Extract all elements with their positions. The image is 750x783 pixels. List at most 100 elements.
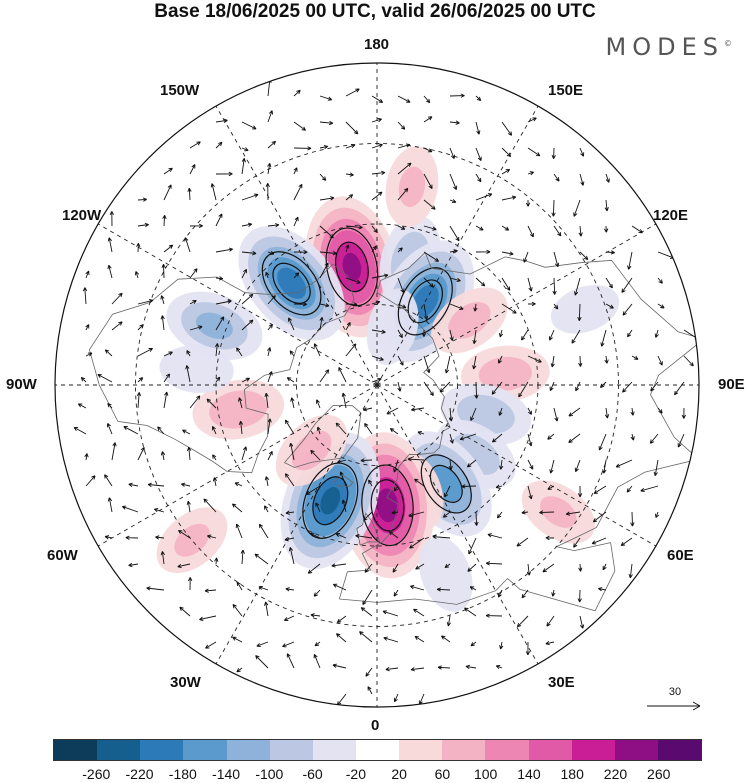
wind-arrow	[341, 392, 347, 409]
wind-arrow	[255, 655, 269, 669]
wind-arrow	[335, 533, 347, 539]
wind-arrow	[389, 428, 399, 435]
anomaly-contour	[370, 479, 405, 532]
anomaly-contour	[420, 454, 472, 514]
wind-arrow	[207, 534, 217, 539]
wind-arrow	[236, 667, 243, 673]
wind-arrow	[549, 381, 555, 392]
wind-arrow	[449, 147, 455, 160]
wind-arrow	[85, 352, 93, 357]
wind-arrow	[527, 433, 533, 447]
anomaly-contour	[429, 464, 463, 503]
wind-arrow	[654, 329, 659, 338]
wind-arrow	[591, 537, 607, 545]
wind-arrow	[267, 295, 276, 305]
wind-arrow	[553, 225, 562, 237]
wind-arrow	[85, 270, 90, 279]
wind-arrow	[501, 121, 513, 136]
wind-arrow	[362, 407, 373, 412]
wind-arrow	[335, 422, 347, 435]
anomaly-blob	[385, 146, 439, 228]
wind-vectors	[73, 78, 699, 706]
anomaly-level	[419, 536, 473, 612]
wind-arrow	[470, 641, 477, 647]
wind-arrow	[409, 585, 425, 591]
wind-arrow	[604, 407, 610, 419]
wind-arrow	[551, 589, 556, 597]
wind-arrow	[177, 563, 191, 569]
wind-arrow	[199, 615, 217, 621]
colorbar-tick-labels: -260 -220 -180 -140 -100 -60 -20 20 60 100 140 180 2…	[53, 766, 702, 782]
wind-arrow	[264, 601, 269, 617]
wind-arrow	[475, 249, 491, 255]
wind-arrow	[423, 225, 437, 231]
label-lon-120w: 120W	[62, 207, 102, 224]
wind-arrow	[573, 537, 581, 548]
wind-arrow	[137, 446, 145, 461]
wind-arrow	[444, 485, 451, 498]
wind-arrow	[241, 446, 248, 461]
wind-arrow	[345, 225, 363, 230]
wind-arrow	[628, 563, 633, 579]
wind-arrow	[265, 271, 270, 279]
wind-arrow	[163, 184, 172, 201]
wind-arrow	[258, 585, 269, 591]
wind-arrow	[371, 300, 381, 305]
wind-arrow	[362, 589, 373, 605]
wind-arrow	[336, 615, 347, 623]
wind-arrow	[289, 350, 295, 357]
wind-arrow	[470, 407, 477, 421]
wind-arrow	[267, 223, 280, 228]
wind-arrow	[285, 587, 295, 592]
wind-arrow	[212, 477, 218, 487]
wind-arrow	[153, 508, 165, 513]
wind-arrow	[397, 187, 409, 201]
wind-arrow	[364, 563, 373, 573]
wind-arrow	[409, 537, 425, 549]
wind-arrow	[475, 193, 493, 201]
anomaly-blob	[238, 226, 345, 341]
wind-arrow	[189, 141, 201, 149]
wind-arrow	[414, 635, 425, 643]
wind-arrow	[104, 535, 113, 540]
wind-arrow	[475, 147, 482, 162]
wind-arrow	[371, 273, 389, 279]
wind-arrow	[605, 303, 614, 309]
colorbar-tick-label: 180	[560, 766, 584, 782]
colorbar	[53, 739, 702, 761]
wind-arrow	[568, 407, 581, 417]
wind-arrow	[306, 485, 321, 495]
wind-arrow	[423, 355, 431, 374]
wind-arrow	[345, 172, 354, 177]
wind-arrow	[359, 631, 373, 643]
colorbar-swatch	[485, 740, 529, 760]
wind-arrow	[397, 277, 405, 293]
wind-arrow	[189, 223, 203, 229]
wind-arrow	[238, 397, 243, 409]
wind-arrow	[319, 173, 327, 181]
wind-arrow	[319, 144, 329, 150]
wind-arrow	[186, 350, 191, 357]
wind-arrow	[236, 347, 243, 357]
wind-arrow	[146, 586, 165, 591]
coastline	[356, 512, 381, 546]
wind-arrow	[289, 442, 295, 461]
colorbar-tick-label: -20	[345, 766, 366, 782]
colorbar-tick-label: -220	[125, 766, 154, 782]
wind-arrow	[397, 121, 406, 130]
wind-arrow	[137, 377, 144, 383]
wind-arrow	[345, 88, 360, 97]
wind-arrow	[371, 170, 386, 175]
colorbar-swatch	[355, 740, 400, 760]
reference-vector	[647, 701, 701, 711]
wind-arrow	[466, 459, 477, 468]
wind-arrow	[446, 615, 451, 627]
wind-arrow	[319, 316, 324, 331]
colorbar-tick-label: -180	[168, 766, 197, 782]
anomaly-blob	[166, 291, 263, 360]
wind-arrow	[293, 121, 306, 131]
wind-arrow	[215, 213, 223, 227]
wind-arrow	[578, 225, 583, 237]
wind-arrow	[215, 171, 233, 177]
wind-arrow	[212, 454, 217, 461]
